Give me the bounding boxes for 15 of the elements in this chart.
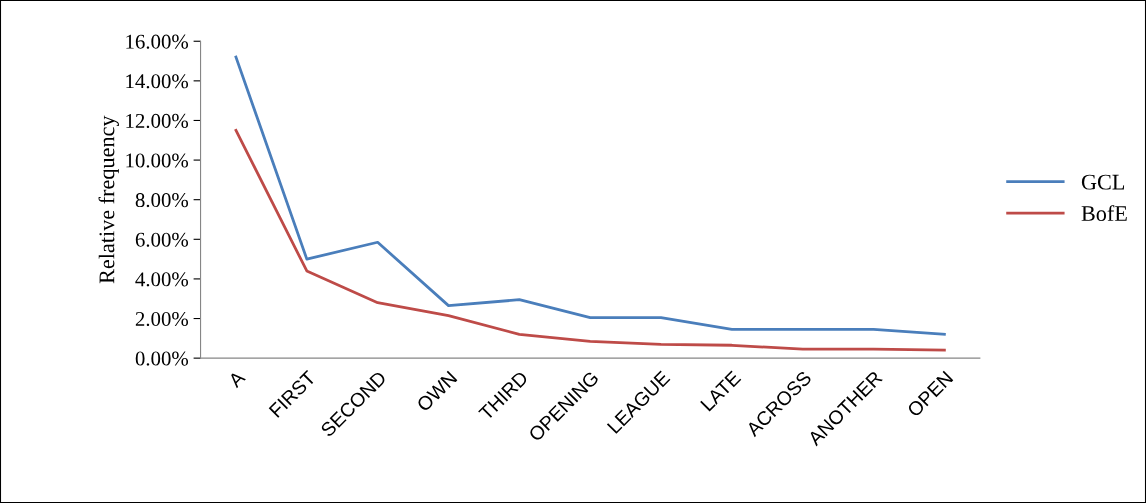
line-series bbox=[234, 55, 946, 336]
y-tick-label: 16.00% bbox=[126, 34, 189, 49]
line-series bbox=[234, 128, 946, 352]
y-tick-label: 0.00% bbox=[135, 351, 189, 366]
y-tick-label: 4.00% bbox=[135, 272, 189, 287]
y-axis-title: Relative frequency bbox=[98, 115, 119, 284]
y-tick-label: 12.00% bbox=[126, 113, 189, 128]
y-tick-label: 10.00% bbox=[126, 153, 189, 168]
y-tick-label: 6.00% bbox=[135, 232, 189, 247]
legend-label: GCL bbox=[1081, 174, 1125, 190]
legend-label: BofE bbox=[1081, 205, 1127, 222]
y-tick-label: 14.00% bbox=[126, 74, 189, 89]
x-tick-label: A bbox=[227, 369, 246, 389]
y-tick-label: 2.00% bbox=[135, 311, 189, 327]
y-tick-label: 8.00% bbox=[135, 193, 189, 208]
